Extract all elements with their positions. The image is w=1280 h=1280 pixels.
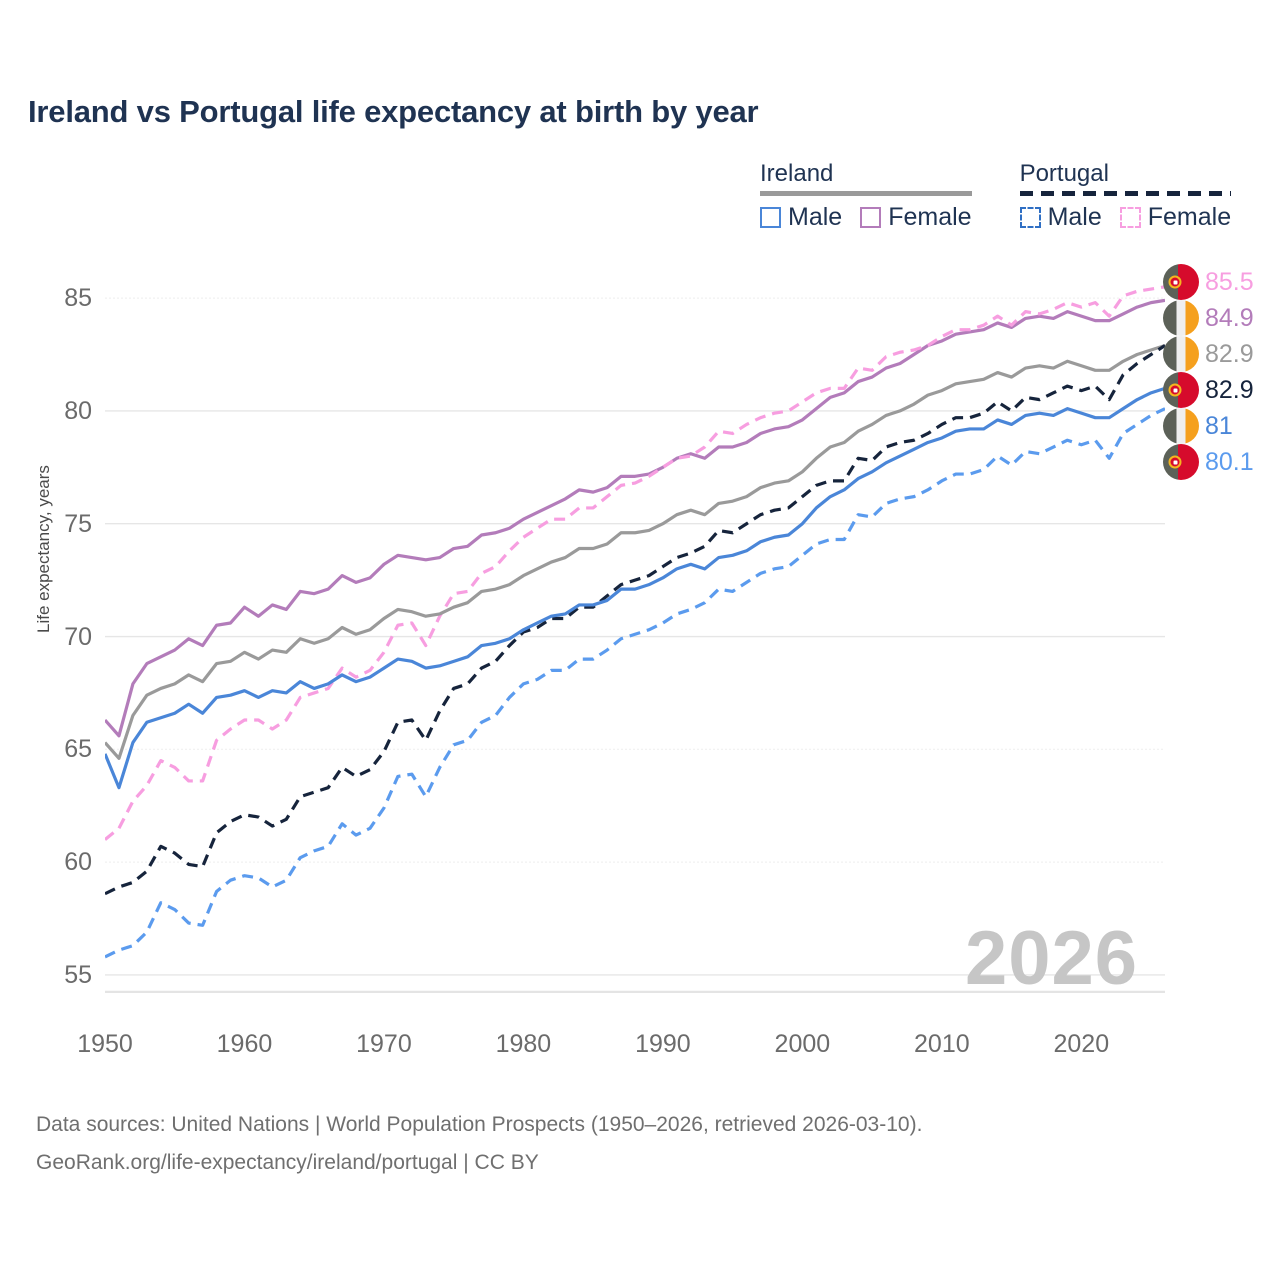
end-label-value: 84.9	[1205, 303, 1254, 332]
y-axis-tick-55: 55	[64, 960, 92, 989]
x-axis-tick-1960: 1960	[216, 1030, 273, 1058]
legend-label-ireland-female: Female	[888, 203, 972, 231]
x-axis-tick-1970: 1970	[356, 1030, 412, 1058]
end-label-value: 81	[1205, 411, 1233, 440]
legend-swatch-ireland-female	[860, 207, 882, 228]
line-chart-svg	[103, 280, 1197, 994]
x-axis-tick-2010: 2010	[914, 1030, 970, 1058]
legend-item-portugal-female[interactable]: Female	[1119, 203, 1232, 232]
x-axis-tick-1950: 1950	[77, 1030, 133, 1058]
series-line-ireland-male	[103, 386, 1166, 790]
series-line-ireland-female	[103, 298, 1166, 738]
legend-label-portugal-male: Male	[1047, 203, 1102, 231]
armillary-sphere-icon	[1168, 455, 1182, 469]
end-label-value: 82.9	[1205, 339, 1254, 368]
end-label-value: 85.5	[1205, 267, 1254, 296]
legend-rule-ireland	[760, 191, 972, 196]
end-label-row: 85.5	[1163, 264, 1254, 300]
legend-item-ireland-male[interactable]: Male	[760, 203, 842, 232]
series-line-portugal-total	[104, 344, 1166, 896]
y-axis-tick-70: 70	[64, 622, 92, 651]
legend-swatch-portugal-male	[1019, 207, 1041, 228]
end-label-row: 80.1	[1163, 444, 1254, 480]
legend-swatch-ireland-male	[760, 207, 781, 228]
legend-swatch-portugal-female	[1119, 207, 1141, 228]
portugal-flag-icon	[1163, 372, 1199, 408]
x-axis-tick-2020: 2020	[1053, 1030, 1110, 1058]
end-label-row: 82.9	[1163, 336, 1254, 372]
x-axis-tick-2000: 2000	[774, 1030, 831, 1058]
y-axis-tick-85: 85	[64, 284, 92, 313]
legend-item-ireland-female[interactable]: Female	[860, 203, 972, 232]
chart-legend: Ireland Male Female Portugal Male	[760, 160, 1232, 232]
y-axis-tick-80: 80	[64, 396, 92, 425]
legend-group-portugal: Portugal Male Female	[1019, 160, 1232, 232]
y-axis-tick-65: 65	[64, 735, 92, 764]
legend-item-portugal-male[interactable]: Male	[1019, 203, 1102, 232]
plot-area	[103, 262, 1197, 994]
y-axis-tick-75: 75	[64, 509, 92, 538]
end-label-value: 82.9	[1205, 375, 1254, 404]
legend-group-label-ireland: Ireland	[760, 160, 834, 187]
legend-label-portugal-female: Female	[1147, 203, 1232, 231]
series-line-ireland-total	[103, 343, 1166, 760]
ireland-flag-icon	[1163, 336, 1199, 372]
end-label-row: 84.9	[1163, 300, 1254, 336]
end-label-row: 81	[1163, 408, 1233, 444]
x-axis-tick-1990: 1990	[635, 1030, 691, 1058]
legend-group-ireland: Ireland Male Female	[760, 160, 972, 232]
legend-group-label-portugal: Portugal	[1019, 160, 1109, 187]
legend-rule-portugal	[1019, 191, 1232, 196]
page-title: Ireland vs Portugal life expectancy at b…	[28, 94, 759, 129]
ireland-flag-icon	[1163, 408, 1199, 444]
armillary-sphere-icon	[1168, 383, 1182, 397]
footer-attribution: GeoRank.org/life-expectancy/ireland/port…	[36, 1151, 539, 1174]
year-watermark: 2026	[965, 916, 1139, 1001]
y-axis-title: Life expectancy, years	[34, 465, 53, 633]
legend-label-ireland-male: Male	[788, 203, 843, 231]
footer-data-sources: Data sources: United Nations | World Pop…	[36, 1113, 923, 1136]
armillary-sphere-icon	[1168, 275, 1182, 289]
x-axis-tick-1980: 1980	[495, 1030, 552, 1058]
ireland-flag-icon	[1163, 300, 1199, 336]
end-label-value: 80.1	[1205, 447, 1254, 476]
series-line-portugal-female	[103, 285, 1166, 841]
end-label-row: 82.9	[1163, 372, 1254, 408]
portugal-flag-icon	[1163, 444, 1199, 480]
footer: Data sources: United Nations | World Pop…	[36, 1106, 922, 1182]
y-axis-tick-60: 60	[64, 848, 92, 877]
series-line-portugal-male	[104, 407, 1166, 959]
portugal-flag-icon	[1163, 264, 1199, 300]
